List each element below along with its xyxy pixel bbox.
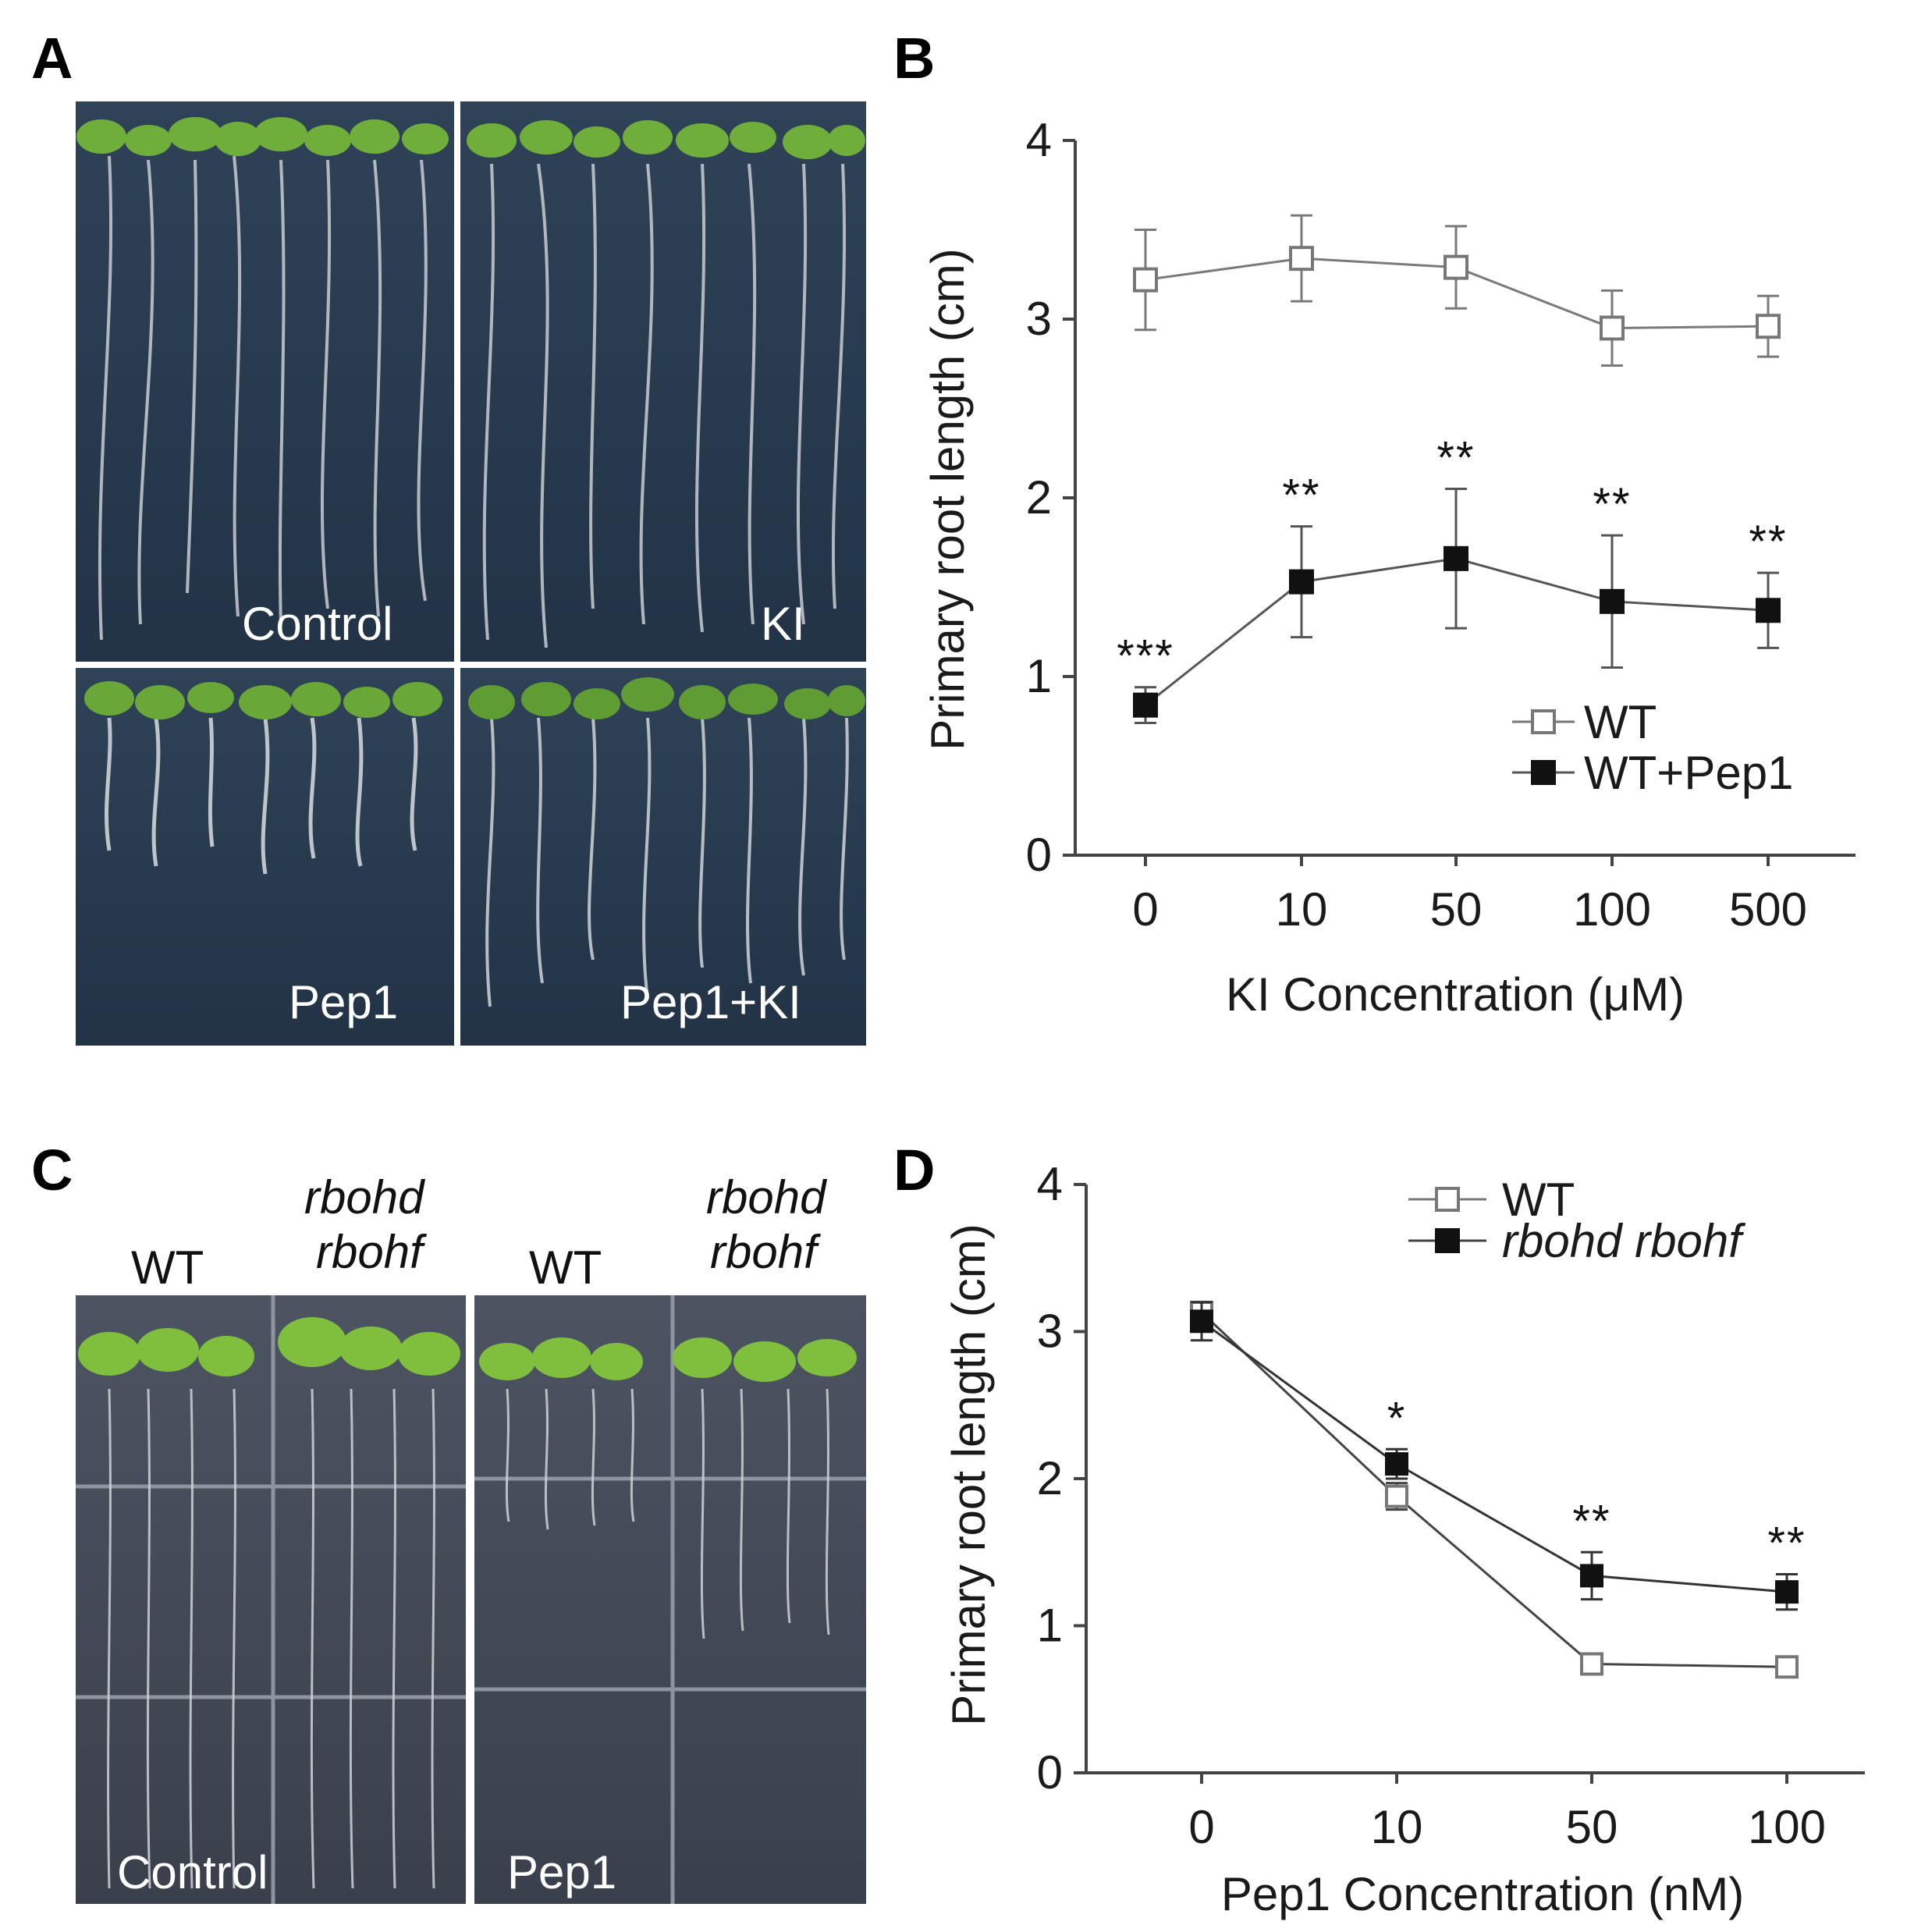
data-point	[1385, 1452, 1408, 1476]
legend-marker-d-rboh	[1435, 1228, 1460, 1253]
significance-label: *	[1387, 1393, 1407, 1444]
geno-rbohd-pep1: rbohd	[706, 1171, 827, 1223]
geno-rbohd-control: rbohd	[304, 1171, 425, 1223]
chart-b: 0 1 2 3 4 0 10 50 100 500 Primary root length (c…	[922, 114, 1856, 1021]
significance-label: **	[1749, 517, 1787, 567]
y-tick-label: 0	[1026, 829, 1052, 881]
data-point	[1580, 1652, 1603, 1676]
geno-wt-control: WT	[131, 1241, 204, 1294]
data-point	[1190, 1309, 1213, 1334]
data-point	[1289, 569, 1314, 595]
chart-b-legend: WT WT+Pep1	[1512, 696, 1793, 799]
significance-label: **	[1593, 479, 1631, 530]
chart-d-x-label: Pep1 Concentration (nM)	[1221, 1868, 1744, 1920]
data-point	[1580, 1564, 1603, 1588]
y-tick-label: 4	[1037, 1158, 1063, 1210]
data-point	[1444, 254, 1468, 280]
photo-c-label-control: Control	[117, 1846, 268, 1898]
data-point	[1289, 246, 1314, 272]
series-line	[1200, 1311, 1788, 1668]
series-line	[1201, 1320, 1788, 1593]
chart-d-legend: WT rbohd rbohf	[1408, 1174, 1745, 1267]
y-tick-label: 1	[1026, 650, 1052, 702]
x-tick-label: 50	[1566, 1801, 1618, 1853]
y-tick-label: 2	[1037, 1452, 1063, 1504]
significance-label: **	[1572, 1496, 1610, 1547]
chart-d-y-ticks: 0 1 2 3 4	[1037, 1158, 1086, 1799]
x-tick-label: 50	[1430, 883, 1483, 936]
x-tick-label: 100	[1748, 1801, 1826, 1853]
y-tick-label: 3	[1037, 1305, 1063, 1358]
geno-rbohf-pep1: rbohf	[710, 1226, 821, 1278]
photo-label-control: Control	[242, 598, 392, 650]
y-tick-label: 4	[1026, 114, 1052, 166]
photo-label-pep1-ki: Pep1+KI	[620, 976, 801, 1028]
x-tick-label: 0	[1132, 883, 1158, 936]
panel-label-d: D	[893, 1138, 935, 1202]
chart-b-legend-wt-pep1: WT+Pep1	[1584, 747, 1793, 799]
data-point	[1133, 267, 1158, 293]
photo-pep1: Pep1	[76, 668, 454, 1046]
x-tick-label: 0	[1188, 1801, 1214, 1853]
significance-label: **	[1767, 1518, 1806, 1569]
geno-wt-pep1: WT	[529, 1241, 602, 1294]
chart-b-x-ticks: 0 10 50 100 500	[1132, 855, 1807, 936]
x-tick-label: 100	[1573, 883, 1651, 936]
photo-c-label-pep1: Pep1	[507, 1846, 616, 1898]
data-point	[1756, 598, 1781, 623]
legend-marker-wt	[1531, 709, 1556, 734]
photo-pep1-ki: Pep1+KI	[460, 668, 866, 1046]
chart-d-series: *** **	[1190, 1300, 1806, 1679]
x-tick-label: 500	[1729, 883, 1807, 936]
y-tick-label: 1	[1037, 1600, 1063, 1652]
chart-d-legend-rboh: rbohd rbohf	[1502, 1215, 1745, 1267]
geno-rbohf-control: rbohf	[316, 1226, 427, 1278]
data-point	[1600, 588, 1625, 614]
photo-control: Control	[76, 101, 454, 662]
panel-a-photo-grid: Control KI	[76, 101, 866, 1046]
y-tick-label: 3	[1026, 293, 1052, 345]
legend-marker-wt-pep1	[1531, 760, 1556, 785]
data-point	[1444, 545, 1468, 571]
chart-b-y-label: Primary root length (cm)	[922, 248, 974, 750]
x-tick-label: 10	[1371, 1801, 1423, 1853]
significance-label: **	[1436, 433, 1475, 484]
significance-label: **	[1282, 471, 1320, 521]
significance-label: ***	[1117, 631, 1174, 682]
y-tick-label: 2	[1026, 471, 1052, 524]
chart-d-legend-wt: WT	[1502, 1174, 1575, 1226]
photo-label-ki: KI	[761, 598, 805, 650]
data-point	[1133, 692, 1158, 718]
data-point	[1600, 315, 1625, 341]
photo-label-pep1: Pep1	[289, 976, 398, 1028]
legend-marker-d-wt	[1435, 1187, 1460, 1212]
data-point	[1385, 1484, 1408, 1508]
data-point	[1775, 1580, 1799, 1604]
panel-label-a: A	[31, 26, 73, 91]
panel-label-b: B	[893, 26, 935, 91]
photo-ki: KI	[460, 101, 866, 662]
chart-b-y-ticks: 0 1 2 3 4	[1026, 114, 1075, 881]
chart-d-x-ticks: 0 10 50 100	[1188, 1773, 1826, 1853]
panel-c-photo: WT rbohd rbohf WT rbohd rbohf	[76, 1171, 866, 1904]
data-point	[1775, 1655, 1799, 1679]
data-point	[1756, 314, 1781, 339]
y-tick-label: 0	[1037, 1746, 1063, 1799]
chart-b-series: ***********	[1117, 214, 1787, 725]
chart-b-x-label: KI Concentration (μM)	[1226, 968, 1685, 1021]
x-tick-label: 10	[1276, 883, 1328, 936]
chart-b-legend-wt: WT	[1584, 696, 1657, 748]
panel-label-c: C	[31, 1138, 73, 1202]
chart-d-y-label: Primary root length (cm)	[943, 1223, 995, 1725]
